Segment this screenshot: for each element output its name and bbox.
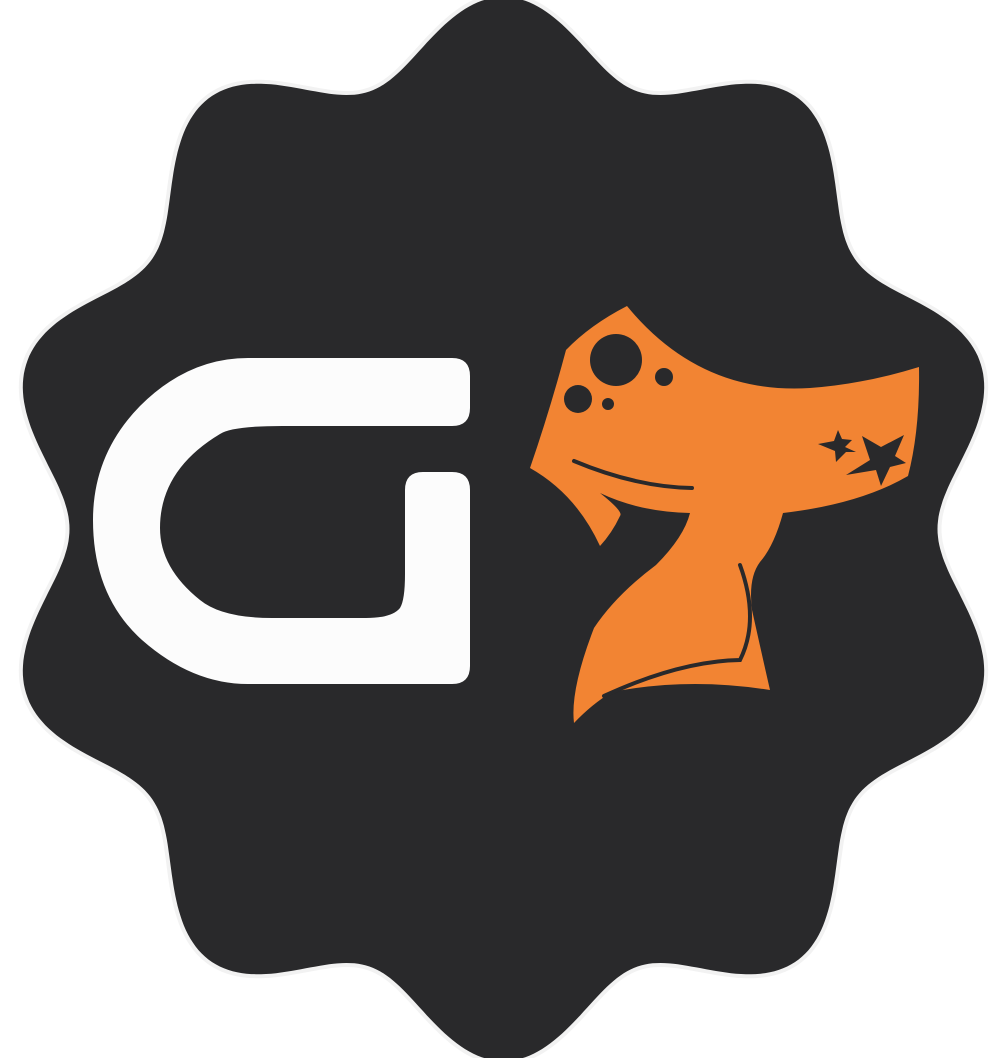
bubble-icon bbox=[602, 398, 614, 410]
letter-g-icon bbox=[93, 358, 470, 684]
badge-seal-icon bbox=[22, 0, 985, 1058]
seven-inner-stroke bbox=[602, 563, 752, 698]
bubble-icon bbox=[590, 334, 642, 386]
bubble-icon bbox=[655, 368, 673, 386]
orange-seven-icon bbox=[530, 306, 920, 723]
star-icon bbox=[818, 430, 856, 462]
star-icon bbox=[846, 435, 906, 486]
bubble-icon bbox=[564, 385, 592, 413]
seven-inner-stroke bbox=[572, 459, 694, 490]
